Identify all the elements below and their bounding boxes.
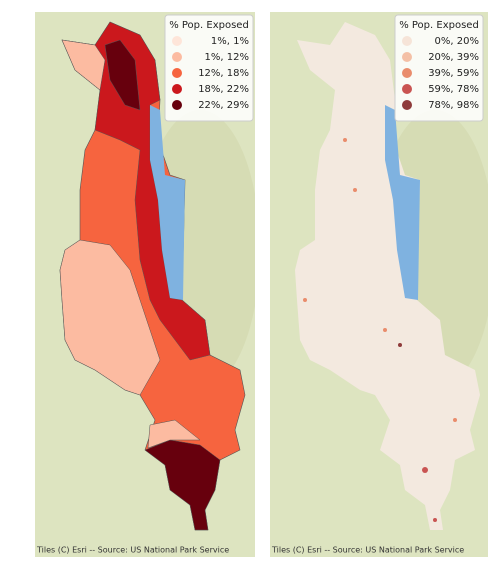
legend-swatch bbox=[402, 100, 412, 110]
hotspots bbox=[303, 138, 457, 522]
legend-swatch bbox=[402, 52, 412, 62]
hotspot bbox=[422, 467, 428, 473]
district bbox=[144, 439, 221, 531]
hotspot bbox=[353, 188, 357, 192]
hotspot bbox=[398, 343, 402, 347]
attribution: Tiles (C) Esri -- Source: US National Pa… bbox=[271, 546, 464, 555]
legend-label: 0%, 20% bbox=[435, 36, 479, 47]
legend-swatch bbox=[402, 36, 412, 46]
legend-label: 20%, 39% bbox=[428, 52, 479, 63]
district bbox=[61, 39, 106, 91]
district bbox=[147, 419, 201, 449]
legend-label: 1%, 12% bbox=[205, 52, 249, 63]
hotspot bbox=[343, 138, 347, 142]
legend-swatch bbox=[172, 84, 182, 94]
legend-box bbox=[164, 14, 254, 122]
hotspot bbox=[383, 328, 387, 332]
legend-swatch bbox=[172, 68, 182, 78]
attribution: Tiles (C) Esri -- Source: US National Pa… bbox=[36, 546, 229, 555]
legend-label: 59%, 78% bbox=[428, 84, 479, 95]
legend-swatch bbox=[402, 84, 412, 94]
hotspot bbox=[453, 418, 457, 422]
legend-label: 1%, 1% bbox=[211, 36, 249, 47]
legend-swatch bbox=[402, 68, 412, 78]
legends: % Pop. Exposed 1%, 1% 1%, 12% 12%, 18% 18%, … bbox=[164, 14, 484, 122]
legend-label: 39%, 59% bbox=[428, 68, 479, 79]
district bbox=[104, 39, 141, 111]
legend-box bbox=[394, 14, 484, 122]
hotspot bbox=[433, 518, 437, 522]
legend-title: % Pop. Exposed bbox=[399, 20, 479, 31]
legend-swatch bbox=[172, 36, 182, 46]
legend-label: 18%, 22% bbox=[198, 84, 249, 95]
legend-swatch bbox=[172, 52, 182, 62]
legend-title: % Pop. Exposed bbox=[169, 20, 249, 31]
legend-label: 78%, 98% bbox=[428, 100, 479, 111]
legend-label: 12%, 18% bbox=[198, 68, 249, 79]
district bbox=[59, 239, 161, 396]
legend-label: 22%, 29% bbox=[198, 100, 249, 111]
legend-swatch bbox=[172, 100, 182, 110]
hotspot bbox=[303, 298, 307, 302]
